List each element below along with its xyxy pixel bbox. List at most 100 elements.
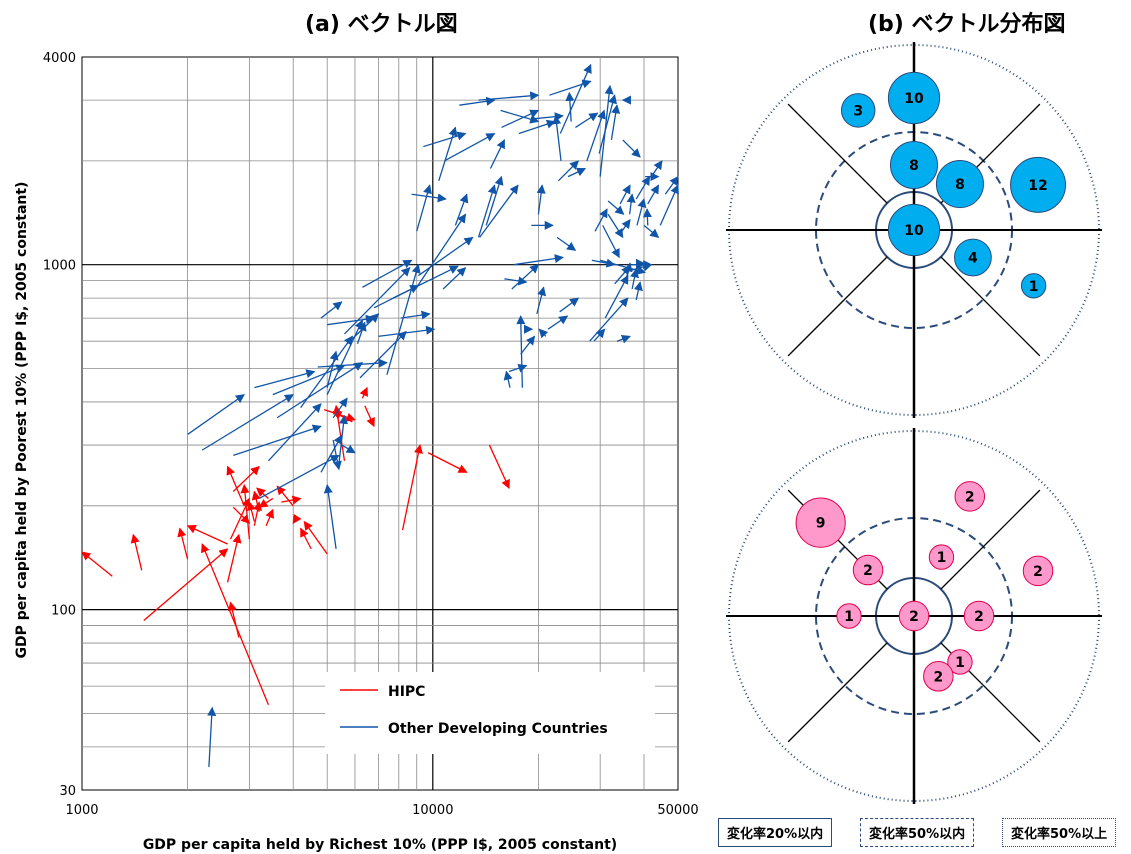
distribution-bubble [1022, 555, 1054, 587]
hipc-vector [143, 548, 229, 621]
other-vector [267, 403, 322, 462]
other-vector [272, 364, 346, 396]
other-vector [326, 350, 339, 388]
other-vector [636, 198, 647, 226]
other-vector [276, 362, 364, 419]
other-vector [556, 236, 577, 251]
other-vector [607, 200, 625, 215]
other-vector [323, 483, 337, 549]
other-vector [549, 79, 592, 96]
legend-box [325, 672, 655, 754]
other-vector [489, 139, 505, 169]
hipc-vector [364, 405, 375, 428]
distribution-bubble [954, 481, 986, 512]
other-vector [444, 132, 496, 162]
distribution-bubble [935, 160, 984, 209]
other-vector [575, 112, 599, 128]
bubble-count-label: 1 [1029, 279, 1039, 295]
hipc-vector [427, 452, 468, 473]
other-vector [589, 297, 629, 342]
bubble-count-label: 3 [853, 103, 863, 119]
other-vector [586, 109, 606, 162]
other-vector [538, 328, 549, 339]
plot-area [81, 56, 679, 791]
other-vector [621, 218, 631, 232]
distribution-bubble [928, 544, 955, 570]
other-vector [477, 184, 497, 238]
other-vector [187, 394, 245, 435]
distribution-bubble [963, 600, 995, 632]
other-vector [332, 440, 342, 471]
bubble-count-label: 1 [844, 609, 854, 625]
other-vector [418, 236, 474, 277]
hipc-vector [226, 533, 242, 583]
vector-distribution-upper: 3 10 8 12 8 10 4 1 [726, 42, 1102, 418]
bubble-count-label: 10 [904, 91, 924, 107]
diagonal-axis [787, 256, 888, 357]
other-vector [300, 335, 353, 409]
hipc-vector [226, 465, 245, 507]
distribution-bubble [923, 660, 954, 692]
other-vector [320, 301, 343, 319]
x-tick-label: 10000 [412, 803, 453, 818]
other-vector [362, 259, 413, 288]
other-vector [454, 193, 469, 226]
right-panel-title: (b) ベクトル分布図 [868, 12, 1066, 37]
bubble-count-label: 8 [909, 158, 919, 174]
other-vector [616, 334, 631, 344]
hipc-vector [359, 386, 368, 399]
bubble-count-label: 1 [955, 655, 965, 671]
other-vector [411, 193, 447, 203]
bubble-count-label: 10 [904, 223, 924, 239]
other-vector [633, 281, 643, 301]
other-vector [201, 394, 294, 451]
y-tick-label: 30 [59, 784, 76, 799]
bubble-count-label: 8 [955, 177, 965, 193]
distribution-bubble [887, 203, 941, 257]
other-vector [647, 184, 660, 205]
hipc-vector [186, 525, 228, 545]
other-vector [317, 358, 388, 368]
distribution-bubble [887, 71, 941, 125]
legend-rate-50-over: 変化率50%以上 [1002, 818, 1117, 847]
other-vector [602, 225, 620, 259]
other-vector [504, 276, 528, 286]
y-tick-label: 100 [51, 604, 76, 619]
other-vector [500, 109, 540, 124]
other-vector [207, 706, 217, 767]
other-vector [642, 208, 652, 226]
other-vector [559, 63, 592, 134]
other-vector [501, 109, 540, 129]
other-vector [479, 184, 519, 238]
other-vector [400, 310, 431, 320]
y-tick-label: 1000 [43, 259, 76, 274]
hipc-vector [81, 551, 113, 577]
distribution-bubble [836, 603, 862, 629]
diagonal-axis [787, 642, 888, 743]
x-axis-label: GDP per capita held by Richest 10% (PPP … [143, 837, 617, 853]
legend-rate-50-within: 変化率50%以内 [860, 818, 975, 847]
diagonal-axis [940, 489, 1041, 590]
bubble-count-label: 2 [974, 609, 984, 625]
bubble-count-label: 1 [937, 550, 947, 566]
hipc-vector [281, 495, 302, 505]
other-vector [344, 267, 411, 335]
hipc-vector [227, 601, 240, 638]
hipc-vector [232, 465, 260, 492]
other-vector [565, 91, 575, 122]
other-vector [536, 286, 547, 315]
other-vector [327, 314, 375, 326]
hipc-vector [177, 527, 189, 560]
other-vector [557, 160, 580, 182]
other-vector [516, 315, 526, 388]
bubble-count-label: 2 [909, 609, 919, 625]
bubble-count-label: 9 [816, 516, 826, 532]
other-vector [567, 167, 587, 178]
other-vector [320, 434, 343, 473]
other-vector [591, 258, 616, 268]
vector-marks [81, 63, 679, 767]
other-vector [610, 104, 621, 141]
hipc-vector [265, 508, 274, 527]
left-panel-title: (a) ベクトル図 [305, 12, 458, 37]
